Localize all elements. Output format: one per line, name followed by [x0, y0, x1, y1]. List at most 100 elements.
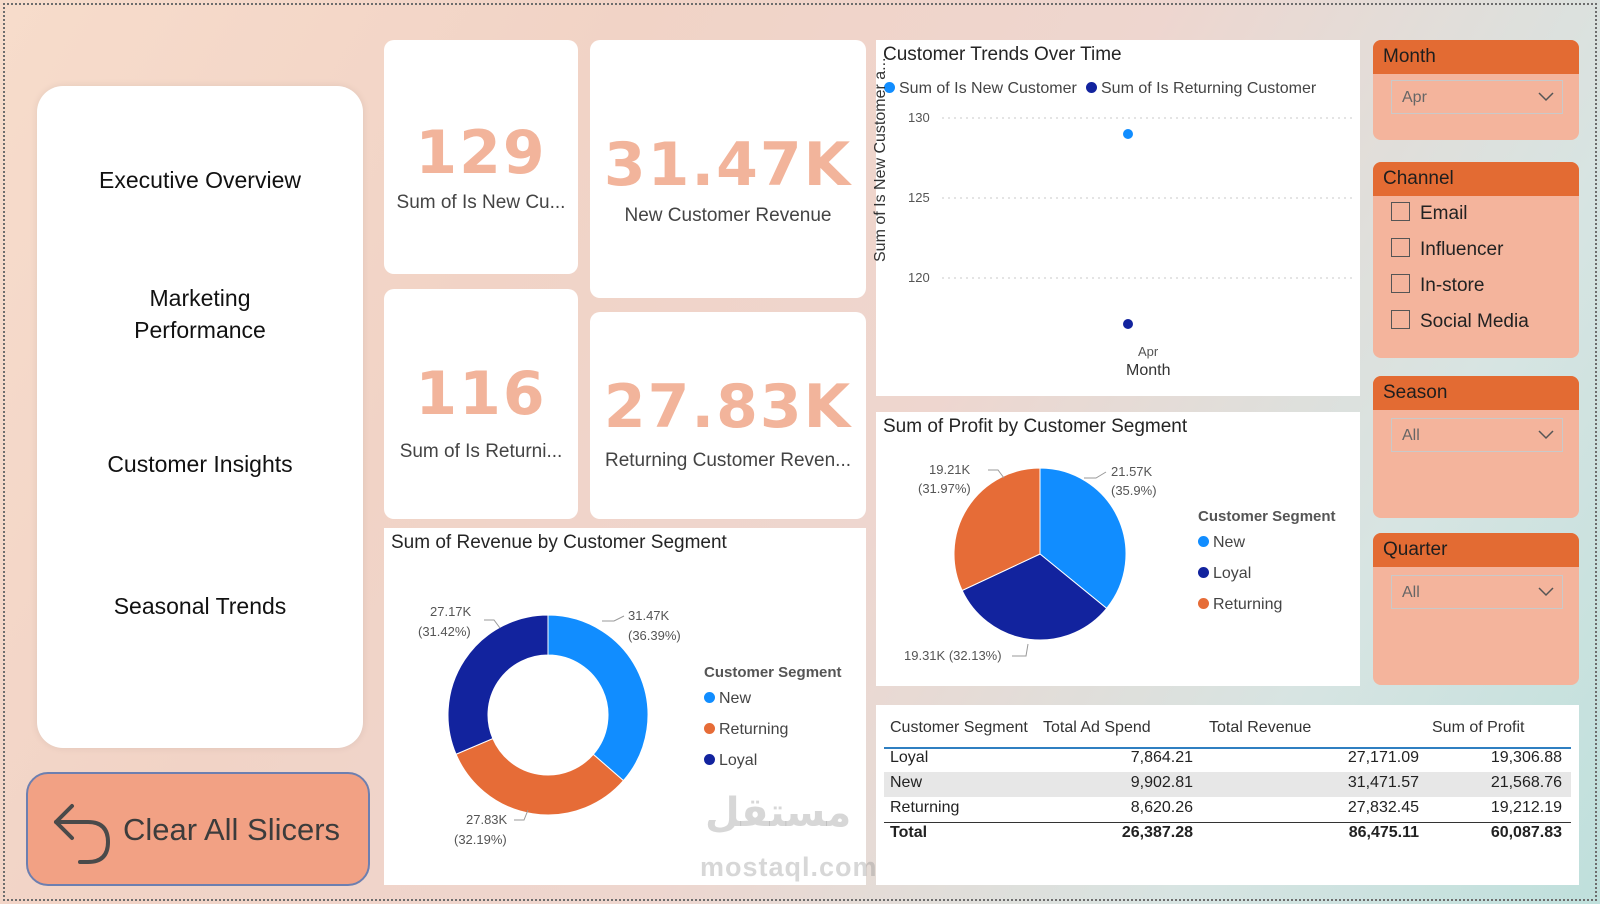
revenue-legend-new[interactable]: New [704, 690, 751, 708]
kpi-card-new-customers[interactable]: 129 Sum of Is New Cu... [384, 40, 578, 274]
trends-legend-new[interactable]: Sum of Is New Customer [884, 80, 1077, 98]
quarter-slicer-title: Quarter [1373, 533, 1579, 567]
revenue-legend-new-label: New [719, 690, 752, 707]
revenue-slice-loyal [447, 614, 549, 755]
clear-all-slicers-button[interactable]: Clear All Slicers [26, 772, 370, 886]
channel-option-email-label: Email [1420, 203, 1468, 224]
channel-option-social-media-label: Social Media [1420, 311, 1529, 332]
revenue-donut-plot [447, 614, 649, 821]
profit-legend-new-label: New [1213, 534, 1246, 551]
channel-option-email[interactable]: Email [1391, 202, 1468, 225]
kpi-returning-customers-value: 116 [415, 359, 547, 429]
quarter-slicer: Quarter All [1373, 533, 1579, 685]
table-header-profit[interactable]: Sum of Profit [1432, 719, 1525, 736]
kpi-card-new-customer-revenue[interactable]: 31.47K New Customer Revenue [590, 40, 866, 298]
channel-option-influencer[interactable]: Influencer [1391, 238, 1503, 261]
nav-executive-overview[interactable]: Executive Overview [99, 167, 301, 193]
revenue-legend-returning[interactable]: Returning [704, 721, 788, 739]
trends-ytick-125: 125 [908, 190, 930, 205]
trends-chart-title: Customer Trends Over Time [883, 44, 1122, 65]
quarter-dropdown[interactable]: All [1391, 575, 1563, 609]
kpi-returning-revenue-label: Returning Customer Reven... [604, 450, 852, 471]
kpi-card-returning-customer-revenue[interactable]: 27.83K Returning Customer Reven... [590, 312, 866, 519]
nav-seasonal-trends[interactable]: Seasonal Trends [113, 593, 287, 619]
kpi-new-revenue-value: 31.47K [603, 130, 853, 200]
table-header-ad-spend[interactable]: Total Ad Spend [1043, 719, 1151, 736]
revenue-legend-loyal-dot [704, 753, 715, 765]
trends-ytick-130: 130 [908, 110, 930, 125]
watermark-logo-text: mostaql.com [700, 852, 878, 882]
revenue-label-loyal-pct: (31.42%) [418, 624, 471, 639]
revenue-leader-new [602, 615, 625, 622]
trend-point-returning [1123, 319, 1133, 329]
revenue-by-segment-chart[interactable]: Sum of Revenue by Customer Segment 27.17… [384, 528, 866, 885]
month-dropdown[interactable]: Apr [1391, 80, 1563, 114]
customer-trends-chart[interactable]: Customer Trends Over Time Sum of Is New … [872, 40, 1360, 396]
trends-legend-new-label: Sum of Is New Customer [899, 80, 1077, 97]
segment-summary-table[interactable]: Customer Segment Total Ad Spend Total Re… [876, 705, 1579, 885]
revenue-legend-returning-dot [704, 722, 715, 734]
revenue-slice-returning [455, 737, 625, 816]
profit-legend-new[interactable]: New [1198, 534, 1245, 552]
season-dropdown[interactable]: All [1391, 418, 1563, 452]
nav-marketing-performance[interactable]: Marketing Performance [134, 285, 266, 343]
table-cell: 27,171.09 [1347, 749, 1419, 766]
revenue-legend-new-dot [704, 691, 715, 703]
clear-all-slicers-label: Clear All Slicers [123, 812, 341, 847]
trends-x-axis-label: Month [1126, 362, 1171, 379]
revenue-legend-returning-label: Returning [719, 721, 789, 738]
dashboard-frame [3, 3, 1597, 901]
watermark-logo-arabic: مستقل [705, 791, 852, 835]
season-slicer-title: Season [1373, 376, 1579, 410]
profit-slice-new [1039, 467, 1127, 610]
revenue-label-new-value: 31.47K [628, 608, 670, 623]
table-cell: 31,471.57 [1347, 774, 1419, 791]
table-total-divider [884, 822, 1571, 823]
channel-option-social-media[interactable]: Social Media [1391, 310, 1529, 333]
table-cell: 21,568.76 [1490, 774, 1562, 791]
table-cell: New [890, 774, 923, 791]
profit-pie-plot [953, 467, 1127, 657]
table-cell: 8,620.26 [1130, 799, 1193, 816]
kpi-new-revenue-label: New Customer Revenue [624, 205, 832, 226]
revenue-leader-returning [514, 809, 529, 821]
navigation-panel: Executive Overview Marketing Performance… [37, 86, 363, 748]
table-total-cell: 86,475.11 [1348, 824, 1419, 841]
table-header-revenue[interactable]: Total Revenue [1209, 719, 1312, 736]
chevron-down-icon [1538, 584, 1554, 602]
table-header-divider [884, 747, 1571, 749]
revenue-legend-title: Customer Segment [704, 664, 842, 681]
profit-legend-title: Customer Segment [1198, 508, 1336, 525]
profit-legend-loyal[interactable]: Loyal [1198, 565, 1251, 583]
table-row-stripe [884, 772, 1571, 797]
channel-option-in-store[interactable]: In-store [1391, 274, 1484, 297]
kpi-returning-revenue-value: 27.83K [603, 372, 853, 442]
profit-label-returning-pct: (31.97%) [918, 481, 971, 496]
undo-arrow-icon [50, 796, 114, 871]
profit-legend-returning[interactable]: Returning [1198, 596, 1282, 614]
table-total-cell: 26,387.28 [1121, 824, 1193, 841]
kpi-new-customers-label: Sum of Is New Cu... [396, 192, 566, 213]
revenue-legend-loyal[interactable]: Loyal [704, 752, 757, 770]
table-cell: 19,212.19 [1490, 799, 1562, 816]
profit-chart-title: Sum of Profit by Customer Segment [883, 416, 1188, 437]
kpi-card-returning-customers[interactable]: 116 Sum of Is Returni... [384, 289, 578, 519]
revenue-label-returning-pct: (32.19%) [454, 832, 507, 847]
season-dropdown-value: All [1402, 427, 1420, 444]
trends-legend-returning[interactable]: Sum of Is Returning Customer [1086, 80, 1316, 98]
checkbox-icon [1391, 310, 1410, 330]
profit-label-new-value: 21.57K [1111, 464, 1153, 479]
nav-customer-insights[interactable]: Customer Insights [107, 451, 293, 477]
chevron-down-icon [1538, 427, 1554, 445]
checkbox-icon [1391, 274, 1410, 294]
profit-by-segment-chart[interactable]: Sum of Profit by Customer Segment 19.21K… [876, 412, 1360, 686]
trends-legend-returning-label: Sum of Is Returning Customer [1101, 80, 1317, 97]
profit-slice-returning [953, 467, 1041, 592]
table-cell: Loyal [890, 749, 929, 766]
profit-legend-returning-label: Returning [1213, 596, 1283, 613]
revenue-chart-title: Sum of Revenue by Customer Segment [391, 532, 727, 553]
profit-label-loyal: 19.31K (32.13%) [904, 648, 1002, 663]
checkbox-icon [1391, 202, 1410, 222]
kpi-new-customers-value: 129 [415, 118, 547, 188]
table-header-segment[interactable]: Customer Segment [890, 719, 1028, 736]
